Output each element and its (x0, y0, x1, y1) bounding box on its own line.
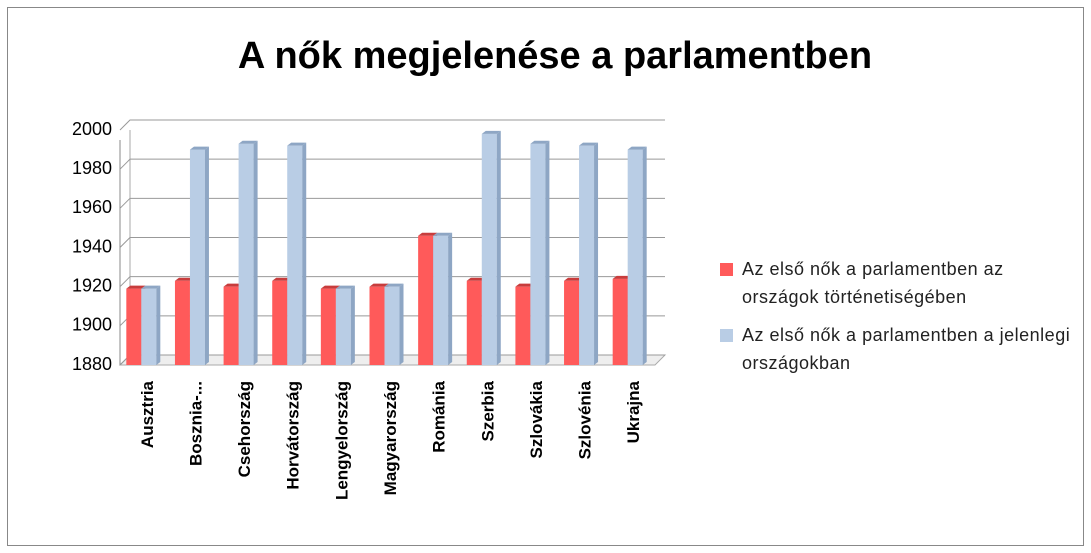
x-tick-label: Magyarország (381, 381, 400, 495)
grid-line (119, 119, 665, 131)
bar (223, 286, 239, 365)
bar (384, 286, 400, 365)
x-tick-label: Ausztria (138, 380, 157, 448)
bar (287, 145, 303, 365)
y-tick-label: 2000 (72, 119, 112, 139)
x-tick-label: Lengyelország (332, 381, 351, 500)
bar-side (302, 142, 307, 365)
legend-swatch (720, 263, 733, 276)
y-tick-label: 1960 (72, 197, 112, 217)
bar-top (466, 277, 486, 281)
legend-entry: Az első nők a parlamentben a jelenlegi o… (720, 321, 1080, 377)
bar (369, 286, 385, 365)
x-tick-label: Szlovákia (527, 380, 546, 458)
bar (320, 288, 336, 365)
x-tick-label: Szlovénia (576, 380, 595, 459)
bar (579, 145, 595, 365)
legend-swatch (720, 329, 733, 342)
bar-top (579, 142, 599, 146)
bar-top (384, 283, 404, 287)
bar-top (320, 285, 340, 289)
bar-top (189, 146, 209, 150)
bar-side (642, 146, 647, 365)
x-tick-label: Ukrajna (624, 380, 643, 443)
bar-side (448, 232, 453, 365)
legend: Az első nők a parlamentben az országok t… (720, 255, 1080, 387)
bar-top (223, 283, 243, 287)
y-tick-label: 1920 (72, 275, 112, 295)
bar-top (627, 146, 647, 150)
y-tick-label: 1900 (72, 315, 112, 335)
bar (418, 235, 434, 365)
legend-label: Az első nők a parlamentben az országok t… (742, 259, 1004, 307)
legend-entry: Az első nők a parlamentben az országok t… (720, 255, 1080, 311)
bar (141, 288, 157, 365)
bar-side (156, 285, 161, 365)
bar-top (126, 285, 146, 289)
bar (272, 280, 288, 365)
bar (481, 133, 497, 365)
bar-side (496, 130, 501, 365)
bar-top (530, 140, 550, 144)
y-tick-label: 1940 (72, 236, 112, 256)
bar-side (399, 283, 404, 365)
bar-top (564, 277, 584, 281)
bar-side (594, 142, 599, 365)
x-tick-label: Horvátország (284, 381, 303, 490)
x-tick-label: Bosznia-... (186, 381, 205, 466)
bar (335, 288, 351, 365)
x-tick-label: Csehország (235, 381, 254, 477)
bar-top (174, 277, 194, 281)
bar-top (272, 277, 292, 281)
bar (126, 288, 142, 365)
y-tick-label: 1980 (72, 158, 112, 178)
bar-top (141, 285, 161, 289)
bar-top (433, 232, 453, 236)
bar-top (612, 275, 632, 279)
y-tick-label: 1880 (72, 354, 112, 374)
chart-title: A nők megjelenése a parlamentben (238, 35, 872, 77)
bar (174, 280, 190, 365)
bar-side (253, 140, 258, 365)
bar-top (481, 130, 501, 134)
bar-side (545, 140, 550, 365)
bar-top (238, 140, 258, 144)
bar (189, 149, 205, 365)
bar-top (369, 283, 389, 287)
bar (515, 286, 531, 365)
bar-top (418, 232, 438, 236)
bar-top (515, 283, 535, 287)
x-tick-label: Szerbia (478, 380, 497, 441)
bar (433, 235, 449, 365)
bar (530, 143, 546, 365)
bar-side (204, 146, 209, 365)
legend-label: Az első nők a parlamentben a jelenlegi o… (742, 325, 1071, 373)
bar (238, 143, 254, 365)
x-tick-label: Románia (430, 380, 449, 452)
bar-top (287, 142, 307, 146)
bar (564, 280, 580, 365)
bar (466, 280, 482, 365)
bar (612, 278, 628, 365)
bar-side (350, 285, 355, 365)
bar-top (335, 285, 355, 289)
bar (627, 149, 643, 365)
